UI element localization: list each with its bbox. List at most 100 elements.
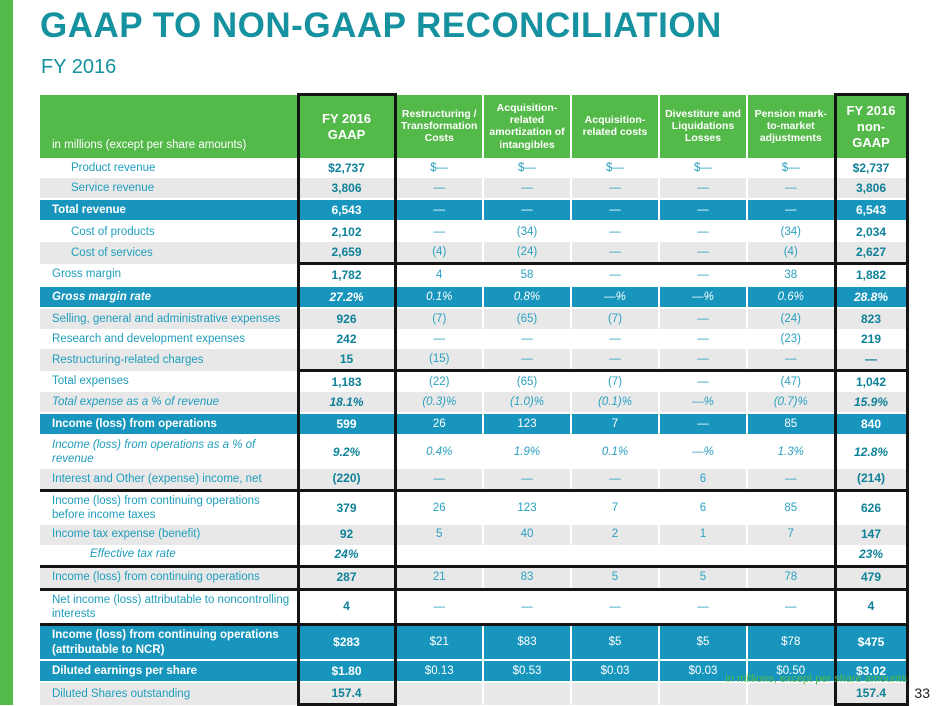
cell-value: — <box>570 178 659 199</box>
table-row: Service revenue 3,806— — — — —3,806 <box>40 178 909 199</box>
cell-value: 2 <box>570 524 659 545</box>
cell-value: $5 <box>570 623 659 662</box>
corner-label: in millions (except per share amounts) <box>40 94 298 158</box>
cell-value: (15) <box>394 349 483 371</box>
cell-value: 479 <box>833 564 909 589</box>
row-label: Cost of services <box>40 242 298 264</box>
row-label: Cost of products <box>71 225 155 238</box>
cell-value: — <box>746 587 835 625</box>
cell-value: $0.13 <box>394 659 483 683</box>
cell-value: $21 <box>394 623 483 662</box>
cell-value: — <box>658 329 747 349</box>
cell-value: 40 <box>482 524 571 545</box>
cell-value <box>746 682 835 705</box>
cell-value: 15.9% <box>833 392 909 413</box>
cell-value: (22) <box>394 369 483 392</box>
cell-value: (7) <box>570 308 659 329</box>
cell-value: 123 <box>482 412 571 436</box>
cell-value: —% <box>658 392 747 413</box>
table-row: Selling, general and administrative expe… <box>40 308 909 329</box>
row-label: Diluted earnings per share <box>40 659 298 683</box>
cell-value <box>394 544 483 566</box>
table-body: Product revenue $2,737 $— $— $— $— $— $2,737 Ser… <box>40 158 909 706</box>
cell-value: 4 <box>833 587 909 625</box>
cell-value: 2,102 <box>296 221 397 242</box>
cell-value: $0.03 <box>570 659 659 683</box>
cell-value: 1,042 <box>833 369 909 392</box>
cell-value: 287 <box>296 564 397 589</box>
cell-value: 6,543 <box>296 198 397 222</box>
cell-value: $1.80 <box>296 659 397 683</box>
cell-value: — <box>570 349 659 371</box>
cell-value: $2,737 <box>296 158 397 178</box>
units-footnote: in millions, except per share amounts <box>725 673 907 685</box>
table-row: Income (loss) from continuing operations… <box>40 623 909 662</box>
cell-value: $— <box>482 158 571 178</box>
cell-value <box>570 682 659 705</box>
cell-value: 26 <box>394 488 483 525</box>
cell-value: — <box>570 468 659 491</box>
cell-value: 4 <box>296 587 397 625</box>
cell-value: — <box>570 198 659 222</box>
cell-value: $78 <box>746 623 835 662</box>
cell-value: 6 <box>658 488 747 525</box>
cell-value: $0.03 <box>658 659 747 683</box>
cell-value: 823 <box>833 308 909 329</box>
cell-value: 123 <box>482 488 571 525</box>
column-header: Divestiture and Liquidations Losses <box>658 94 747 158</box>
row-label: Income (loss) from continuing operations <box>40 564 298 589</box>
cell-value: $83 <box>482 623 571 662</box>
row-label: Interest and Other (expense) income, net <box>40 468 298 491</box>
table-row: Net income (loss) attributable to noncon… <box>40 587 909 625</box>
cell-value: $475 <box>833 623 909 662</box>
cell-value: —% <box>658 435 747 469</box>
cell-value: (0.3)% <box>394 392 483 413</box>
cell-value: 23% <box>833 544 909 566</box>
cell-value: 18.1% <box>296 392 397 413</box>
cell-value: 85 <box>746 412 835 436</box>
cell-value: — <box>658 308 747 329</box>
table-row: Income (loss) from continuing operations… <box>40 564 909 589</box>
cell-value: 12.8% <box>833 435 909 469</box>
cell-value: 27.2% <box>296 285 397 309</box>
cell-value: $— <box>570 158 659 178</box>
cell-value: 0.1% <box>570 435 659 469</box>
cell-value: 1,882 <box>833 262 909 286</box>
cell-value: 147 <box>833 524 909 545</box>
cell-value: —% <box>570 285 659 309</box>
column-header: FY 2016 non-GAAP <box>833 93 909 158</box>
cell-value: — <box>746 198 835 222</box>
cell-value: — <box>833 349 909 371</box>
cell-value: (220) <box>296 468 397 491</box>
cell-value: (23) <box>746 329 835 349</box>
table-row: Interest and Other (expense) income, net… <box>40 468 909 491</box>
cell-value <box>658 544 747 566</box>
table-row: Income (loss) from operations 599 26 123 7—8… <box>40 412 909 436</box>
cell-value: —% <box>658 285 747 309</box>
cell-value: 1 <box>658 524 747 545</box>
cell-value: 157.4 <box>296 682 397 706</box>
cell-value: 5 <box>570 564 659 589</box>
cell-value: 0.1% <box>394 285 483 309</box>
cell-value: (0.1)% <box>570 392 659 413</box>
table-row: Cost of services 2,659 (4) (24) — — (4) 2,627 <box>40 242 909 264</box>
cell-value: (65) <box>482 308 571 329</box>
table-row: Gross margin rate 27.2% 0.1% 0.8% —% —% 0.6% 28… <box>40 285 909 309</box>
cell-value: 2,659 <box>296 242 397 264</box>
cell-value: 0.4% <box>394 435 483 469</box>
column-header: Pension mark-to-market adjustments <box>746 94 835 158</box>
cell-value: (7) <box>570 369 659 392</box>
row-label: Diluted Shares outstanding <box>40 682 298 705</box>
table-row: Gross margin 1,782 4 58— —38 1,882 <box>40 262 909 286</box>
cell-value: 3,806 <box>296 178 397 199</box>
cell-value: 78 <box>746 564 835 589</box>
cell-value: (4) <box>746 242 835 264</box>
cell-value: 926 <box>296 308 397 329</box>
cell-value: 4 <box>394 262 483 286</box>
row-label: Income (loss) from operations as a % of … <box>52 439 256 466</box>
cell-value: 626 <box>833 488 909 525</box>
row-label: Effective tax rate <box>90 548 176 561</box>
cell-value: 6 <box>658 468 747 491</box>
cell-value: — <box>658 262 747 286</box>
